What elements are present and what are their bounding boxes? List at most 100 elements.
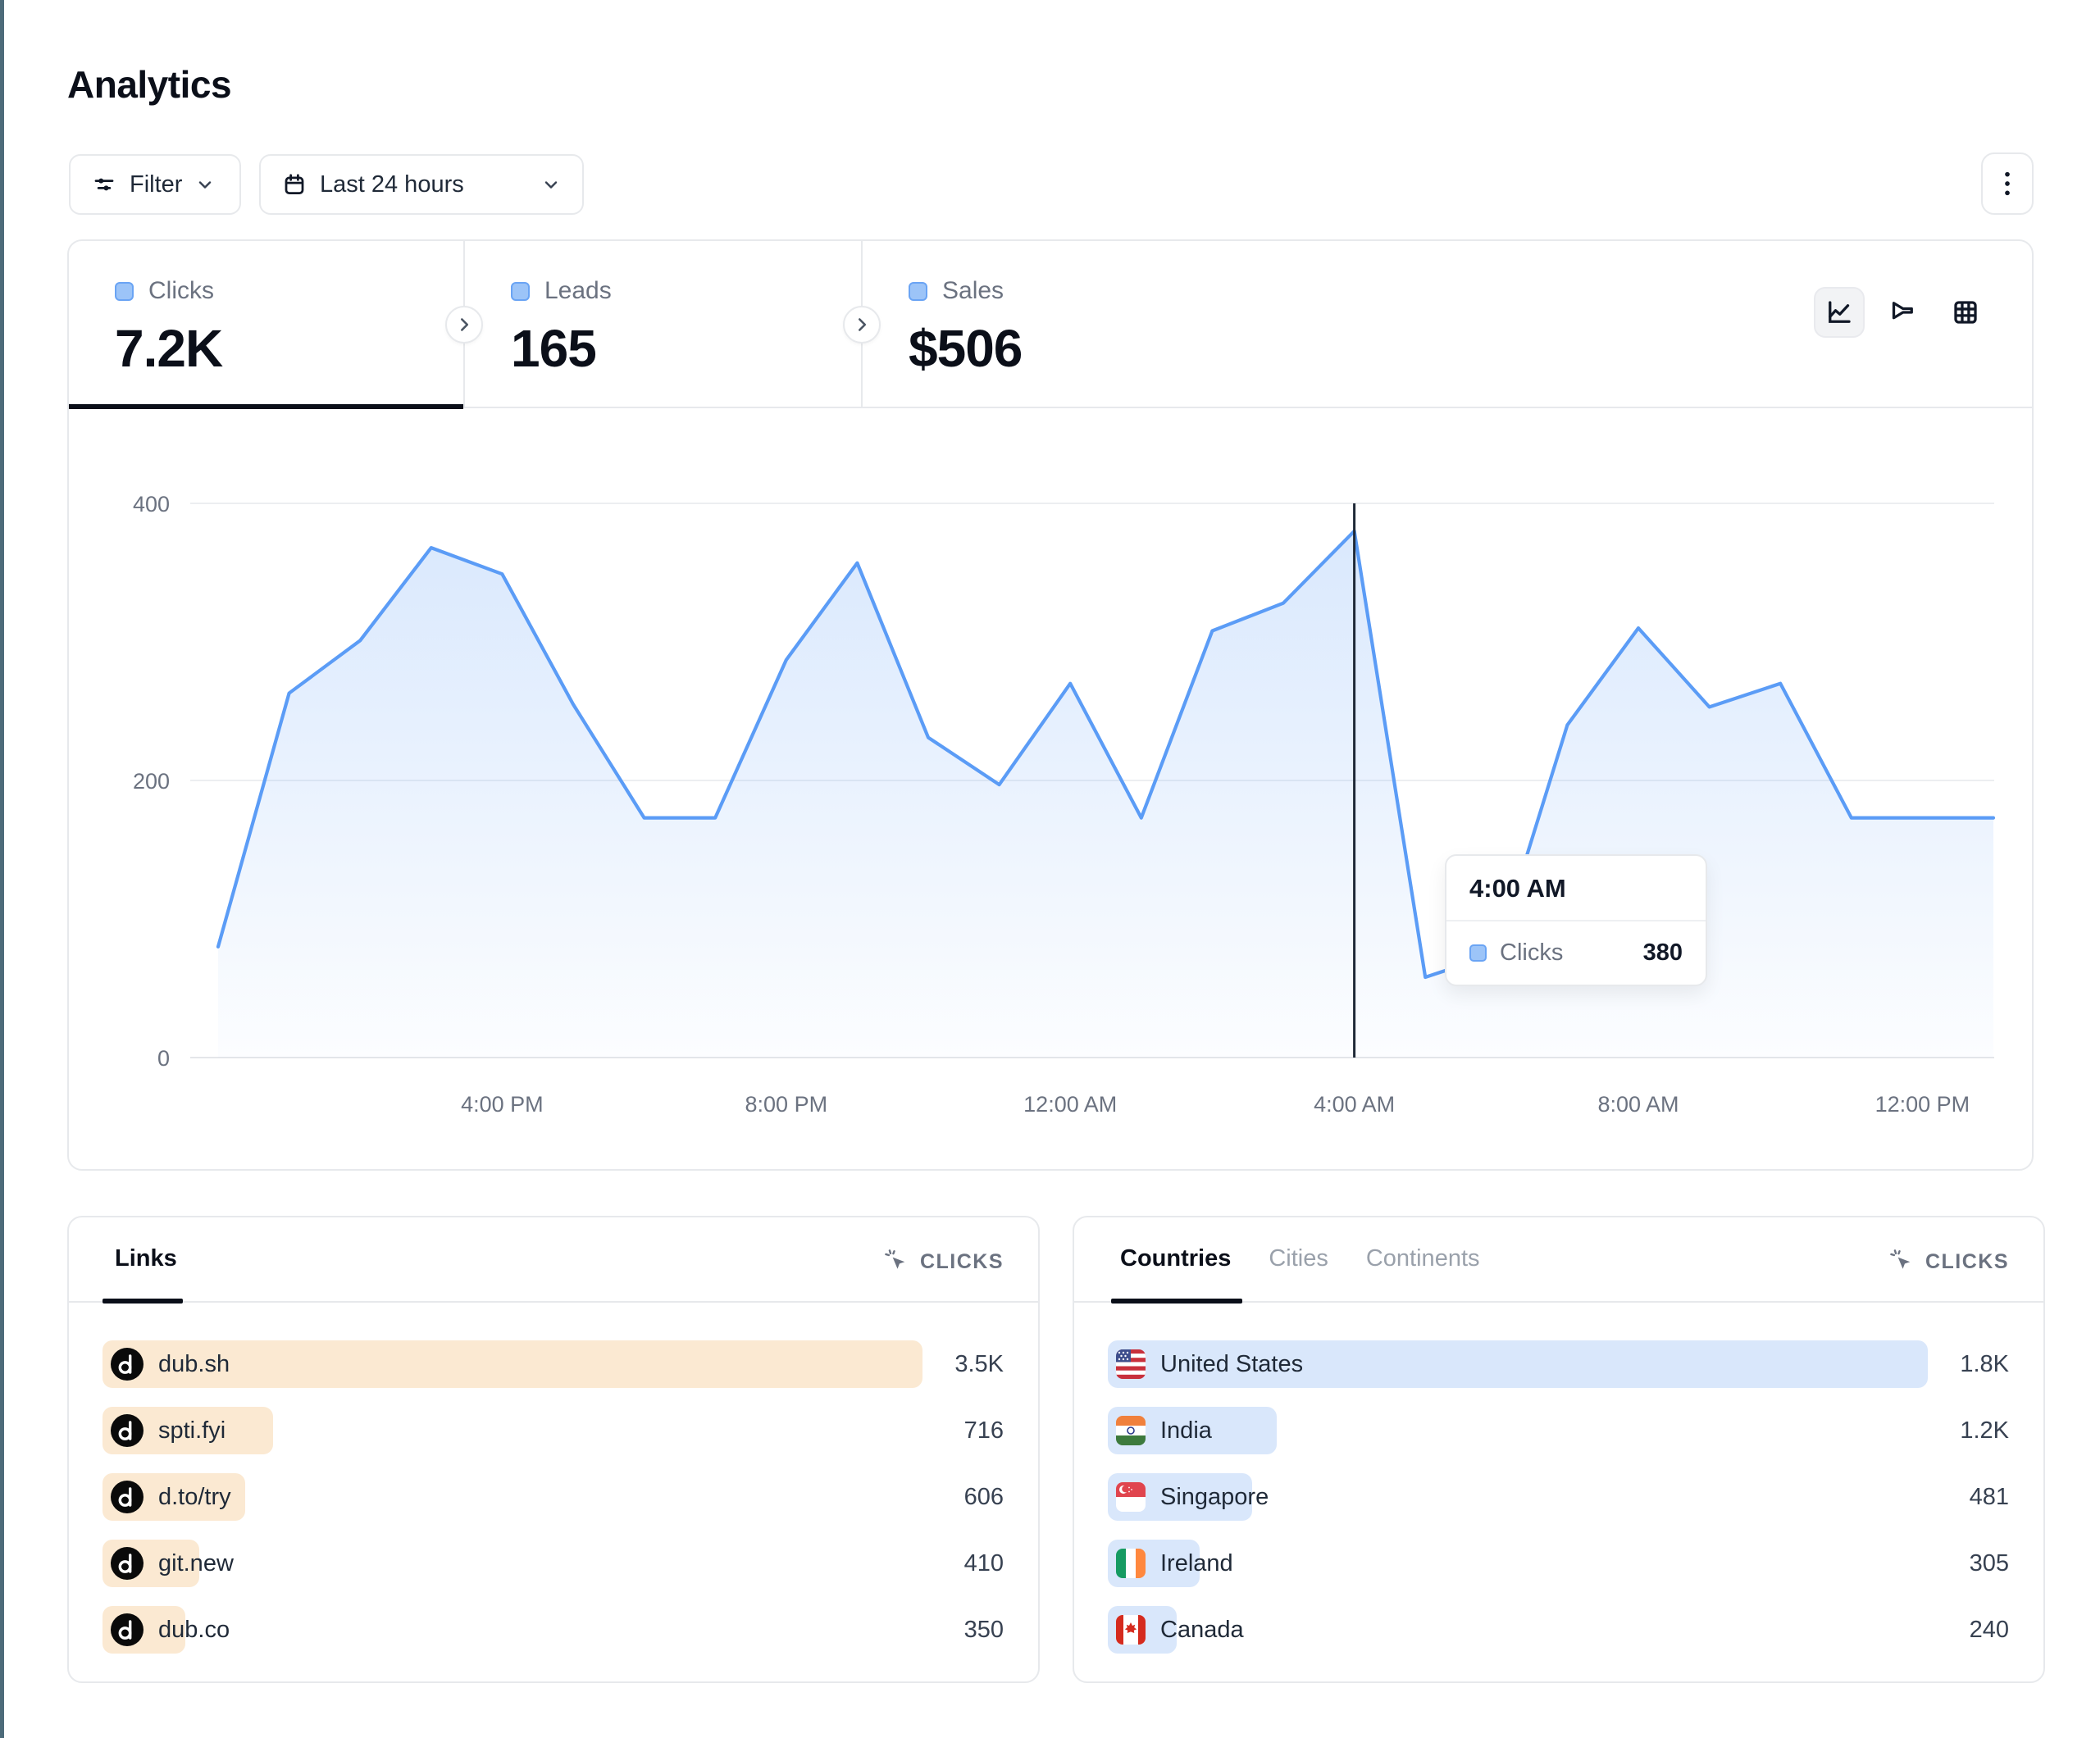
flag-sg-icon: [1116, 1482, 1146, 1512]
date-range-label: Last 24 hours: [320, 171, 464, 198]
x-axis-tick-label: 4:00 AM: [1314, 1092, 1395, 1117]
country-row-united-states[interactable]: United States 1.8K: [1108, 1340, 2009, 1388]
row-value: 305: [1969, 1549, 2009, 1576]
date-range-button[interactable]: Last 24 hours: [259, 154, 584, 215]
dub-logo-icon: [111, 1348, 143, 1381]
tab-cities[interactable]: Cities: [1269, 1245, 1328, 1272]
country-row-ireland[interactable]: Ireland 305: [1108, 1540, 2009, 1587]
filter-button[interactable]: Filter: [69, 154, 241, 215]
metric-label: CLICKS: [1925, 1249, 2009, 1273]
clicks-area-chart[interactable]: 0 200 400 4:00 PM 8:00 PM 12:00 AM 4:00 AM 8:00…: [69, 408, 2032, 1169]
flag-us-icon: [1116, 1349, 1146, 1379]
flag-ie-icon: [1116, 1549, 1146, 1578]
metric-label: CLICKS: [919, 1249, 1004, 1273]
clicks-legend-swatch: [1469, 944, 1487, 962]
dub-logo-icon: [111, 1613, 143, 1646]
dub-logo-icon: [111, 1414, 143, 1447]
calendar-icon: [285, 174, 304, 194]
dub-logo-icon: [111, 1547, 143, 1580]
row-label: dub.co: [158, 1616, 230, 1643]
window-edge: [0, 0, 4, 1738]
stat-value: $506: [909, 319, 1023, 378]
tab-clicks[interactable]: Clicks 7.2K: [69, 241, 463, 408]
chart-view-toggles: [1814, 287, 1991, 338]
row-value: 1.8K: [1960, 1350, 2009, 1377]
x-axis-tick-label: 8:00 AM: [1597, 1092, 1679, 1117]
more-menu-button[interactable]: [1981, 152, 2034, 215]
stat-value: 165: [511, 319, 597, 378]
leads-legend-swatch: [511, 281, 530, 301]
metric-selector[interactable]: CLICKS: [1889, 1249, 2009, 1275]
expand-clicks-button[interactable]: [445, 306, 483, 344]
row-label: Ireland: [1160, 1549, 1233, 1576]
chevron-down-icon: [544, 181, 558, 189]
chevron-down-icon: [199, 181, 212, 189]
active-tab-indicator: [102, 1299, 183, 1304]
cursor-click-icon: [1890, 1249, 1911, 1269]
y-axis-tick-label: 0: [157, 1046, 170, 1071]
value-bar: [102, 1340, 923, 1388]
row-value: 350: [963, 1616, 1004, 1643]
link-row-dub.sh[interactable]: dub.sh 3.5K: [102, 1340, 1004, 1388]
x-axis-tick-label: 12:00 AM: [1023, 1092, 1117, 1117]
dub-logo-icon: [111, 1481, 143, 1513]
tab-sales[interactable]: Sales $506: [863, 241, 1273, 408]
cursor-click-icon: [885, 1249, 905, 1269]
country-row-singapore[interactable]: Singapore 481: [1108, 1473, 2009, 1521]
flag-in-icon: [1116, 1416, 1146, 1445]
active-tab-indicator: [1111, 1299, 1242, 1304]
stat-label: Leads: [544, 277, 612, 304]
link-row-spti.fyi[interactable]: spti.fyi 716: [102, 1407, 1004, 1454]
x-axis-tick-label: 12:00 PM: [1875, 1092, 1970, 1117]
tab-links[interactable]: Links: [115, 1245, 177, 1272]
dub-logo-icon: [111, 1481, 143, 1513]
country-row-canada[interactable]: Canada 240: [1108, 1606, 2009, 1654]
tooltip-series-label: Clicks: [1500, 940, 1564, 966]
countries-panel: Countries Cities Continents CLICKS Unite…: [1073, 1216, 2045, 1683]
dub-logo-icon: [111, 1414, 143, 1447]
row-value: 240: [1969, 1616, 2009, 1643]
clicks-series-line: [216, 529, 1996, 980]
area-fill: [218, 530, 1993, 1058]
link-row-dub.co[interactable]: dub.co 350: [102, 1606, 1004, 1654]
line-chart-icon: [1829, 301, 1851, 323]
tab-countries[interactable]: Countries: [1120, 1245, 1232, 1272]
flag-in-icon: [1116, 1416, 1146, 1445]
row-label: spti.fyi: [158, 1417, 226, 1444]
flag-ie-icon: [1116, 1549, 1146, 1578]
links-list: dub.sh 3.5K spti.fyi 716 d.to/try 606 git.n…: [102, 1340, 1004, 1672]
country-row-india[interactable]: India 1.2K: [1108, 1407, 2009, 1454]
countries-panel-header: Countries Cities Continents CLICKS: [1074, 1217, 2043, 1304]
stats-row: Clicks 7.2K Leads 165 Sales $506: [69, 241, 2032, 409]
dub-logo-icon: [111, 1613, 143, 1646]
funnel-chart-view-button[interactable]: [1877, 287, 1928, 338]
table-grid-view-button[interactable]: [1940, 287, 1991, 338]
row-label: United States: [1160, 1350, 1304, 1377]
x-axis-tick-label: 8:00 PM: [745, 1092, 828, 1117]
link-row-d.to/try[interactable]: d.to/try 606: [102, 1473, 1004, 1521]
link-row-git.new[interactable]: git.new 410: [102, 1540, 1004, 1587]
tab-leads[interactable]: Leads 165: [465, 241, 861, 408]
kebab-menu-icon: [2005, 171, 2010, 196]
dub-logo-icon: [111, 1547, 143, 1580]
tooltip-value: 380: [1642, 940, 1683, 966]
sales-legend-swatch: [909, 281, 927, 301]
row-label: India: [1160, 1417, 1212, 1444]
line-chart-view-button[interactable]: [1814, 287, 1865, 338]
filter-lines-icon: [94, 178, 114, 191]
clicks-legend-swatch: [115, 281, 134, 301]
row-label: git.new: [158, 1549, 234, 1576]
stat-label: Sales: [942, 277, 1004, 304]
metric-selector[interactable]: CLICKS: [884, 1249, 1004, 1275]
flag-ca-icon: [1116, 1615, 1146, 1645]
row-value: 481: [1969, 1483, 2009, 1510]
countries-list: United States 1.8K India 1.2K Singapore 481…: [1108, 1340, 2009, 1672]
row-label: d.to/try: [158, 1483, 231, 1510]
row-value: 410: [963, 1549, 1004, 1576]
row-label: dub.sh: [158, 1350, 230, 1377]
expand-leads-button[interactable]: [843, 306, 881, 344]
tab-continents[interactable]: Continents: [1365, 1245, 1480, 1272]
links-panel: Links CLICKS dub.sh 3.5K spti.fyi 716 d.to…: [67, 1216, 1040, 1683]
chart-tooltip: 4:00 AM Clicks 380: [1445, 854, 1707, 986]
active-tab-indicator: [69, 404, 463, 409]
